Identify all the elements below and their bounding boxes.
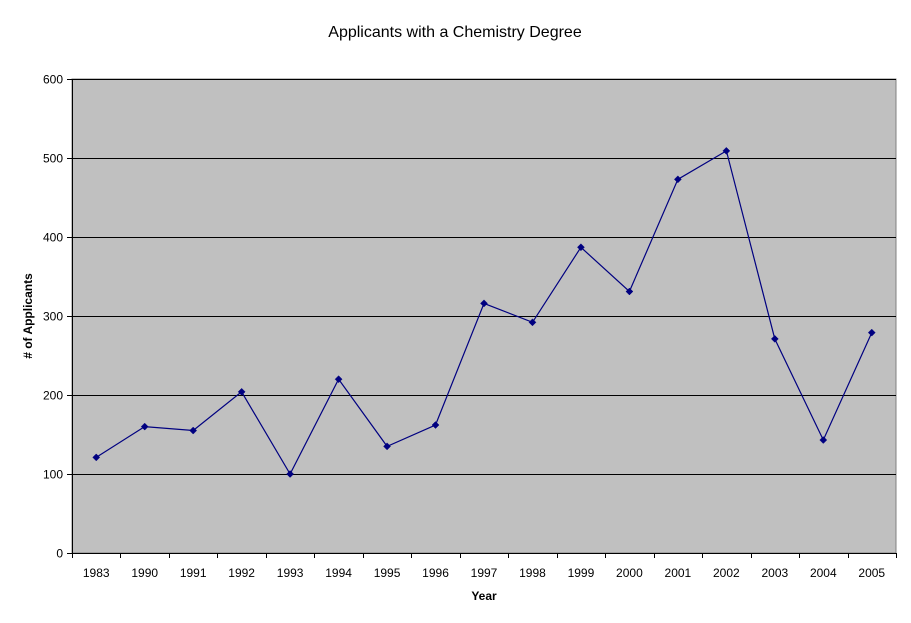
data-point-2003 [770, 335, 779, 343]
x-tick-label: 2005 [858, 566, 885, 580]
x-tick-label: 2003 [761, 566, 788, 580]
data-point-1994 [334, 375, 343, 384]
chart-title: Applicants with a Chemistry Degree [328, 24, 582, 41]
y-tick-label: 0 [56, 547, 63, 561]
x-tick-label: 1998 [519, 566, 546, 580]
y-tick-label: 600 [43, 73, 63, 87]
x-tick-label: 1990 [131, 566, 158, 580]
data-point-2000 [625, 287, 634, 296]
data-point-1990 [140, 422, 149, 431]
y-tick-label: 300 [43, 310, 63, 324]
x-tick-label: 1993 [277, 566, 304, 580]
plot-area: 0 100 200 300 400 500 600 1983 1990 1991 1992 1993 1… [43, 73, 897, 580]
y-tick-label: 400 [43, 231, 63, 245]
x-tick-label: 2004 [810, 566, 837, 580]
data-point-1999 [577, 243, 585, 252]
data-point-2004 [819, 436, 828, 444]
data-point-2001 [674, 175, 682, 184]
x-tick-label: 1999 [568, 566, 595, 580]
y-tick-label: 100 [43, 468, 63, 482]
data-point-1992 [237, 387, 246, 396]
y-axis-title: # of Applicants [21, 273, 35, 359]
data-point-1991 [189, 426, 198, 435]
x-tick-label: 1996 [422, 566, 449, 580]
data-point-1983 [92, 453, 101, 462]
data-point-1997 [480, 299, 488, 308]
data-point-1993 [286, 470, 294, 478]
data-point-1996 [431, 421, 440, 429]
data-point-2002 [722, 147, 731, 155]
x-tick-label: 1983 [83, 566, 110, 580]
y-tick-label: 200 [43, 389, 63, 403]
x-tick-label: 1991 [180, 566, 207, 580]
data-point-1998 [528, 318, 537, 327]
x-tick-label: 1992 [228, 566, 255, 580]
data-point-1995 [383, 442, 391, 451]
data-point-2005 [867, 328, 876, 337]
x-axis-title: Year [471, 589, 497, 603]
x-tick-label: 1994 [325, 566, 352, 580]
x-tick-label: 1995 [374, 566, 401, 580]
x-tick-label: 2002 [713, 566, 740, 580]
x-tick-label: 2001 [665, 566, 692, 580]
x-tick-label: 2000 [616, 566, 643, 580]
y-tick-label: 500 [43, 152, 63, 166]
x-tick-label: 1997 [471, 566, 498, 580]
